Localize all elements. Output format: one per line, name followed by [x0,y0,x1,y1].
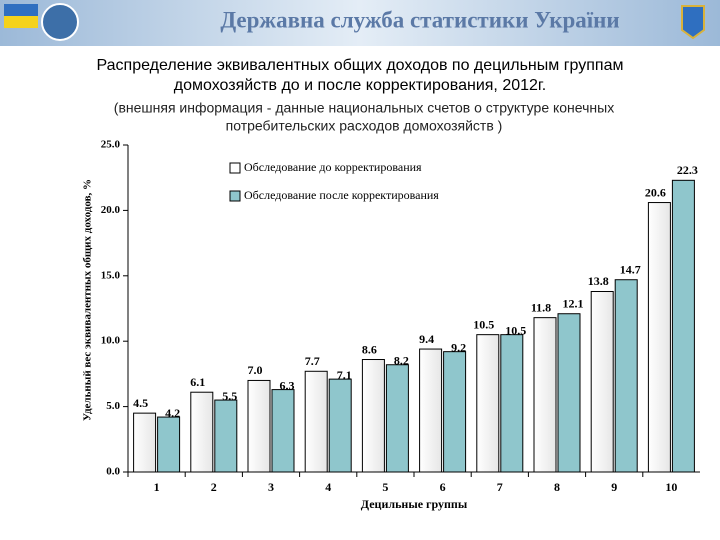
x-tick-label: 3 [268,480,274,494]
bar [361,359,385,473]
value-label: 22.3 [677,163,698,177]
emblem [681,5,705,40]
bar [157,416,181,473]
bar [671,179,695,473]
value-label: 8.2 [394,353,409,367]
chart-title: Распределение эквивалентных общих доходо… [97,57,624,74]
legend-swatch [229,162,241,174]
bar [647,202,671,473]
y-tick-label: 15.0 [101,269,121,281]
value-label: 7.1 [337,368,352,382]
x-tick-label: 2 [211,480,217,494]
bar [476,334,500,473]
flag [4,16,38,28]
value-label: 7.7 [305,354,320,368]
x-tick-label: 10 [665,480,677,494]
y-tick-label: 0.0 [106,466,120,478]
y-tick-label: 20.0 [101,204,121,216]
value-label: 7.0 [248,363,263,377]
legend-label: Обследование после корректирования [244,188,439,202]
value-label: 4.5 [133,396,148,410]
value-label: 10.5 [473,317,494,331]
x-tick-label: 5 [382,480,388,494]
legend-label: Обследование до корректирования [244,160,422,174]
header-banner [0,0,720,46]
header-title: Державна служба статистики України [220,7,619,32]
x-tick-label: 8 [554,480,560,494]
logo [41,3,79,41]
value-label: 11.8 [531,300,551,314]
x-tick-label: 9 [611,480,617,494]
bar [133,412,157,473]
chart-title: домохозяйств до и после корректирования,… [174,77,547,94]
bar [614,279,638,473]
bar [190,391,214,473]
value-label: 8.6 [362,342,377,356]
chart-subtitle: (внешняя информация - данные национальны… [114,100,614,116]
bar [590,290,614,473]
value-label: 9.4 [419,332,434,346]
value-label: 20.6 [645,185,666,199]
bar [443,351,467,473]
bar [533,317,557,473]
bar [214,399,238,473]
value-label: 9.2 [451,340,466,354]
value-label: 12.1 [563,296,584,310]
bar [304,370,328,473]
x-tick-label: 7 [497,480,503,494]
bar [557,313,581,473]
bar [328,378,352,473]
bar [271,389,295,473]
x-tick-label: 6 [440,480,446,494]
y-axis-label: Удельный вес эквивалентных общих доходов… [82,179,94,421]
value-label: 10.5 [505,323,526,337]
value-label: 13.8 [588,274,609,288]
x-tick-label: 4 [325,480,331,494]
y-tick-label: 25.0 [101,139,121,151]
x-axis-label: Децильные группы [361,497,468,511]
x-tick-label: 1 [154,480,160,494]
bar [500,334,524,473]
y-tick-label: 5.0 [106,400,120,412]
chart-subtitle: потребительских расходов домохозяйств ) [226,118,503,134]
legend-swatch [229,190,241,202]
bar [385,364,409,473]
value-label: 5.5 [222,389,237,403]
value-label: 14.7 [620,262,641,276]
bar [419,348,443,473]
value-label: 6.1 [190,375,205,389]
bar [247,379,271,473]
y-tick-label: 10.0 [101,335,121,347]
value-label: 6.3 [280,378,295,392]
value-label: 4.2 [165,406,180,420]
